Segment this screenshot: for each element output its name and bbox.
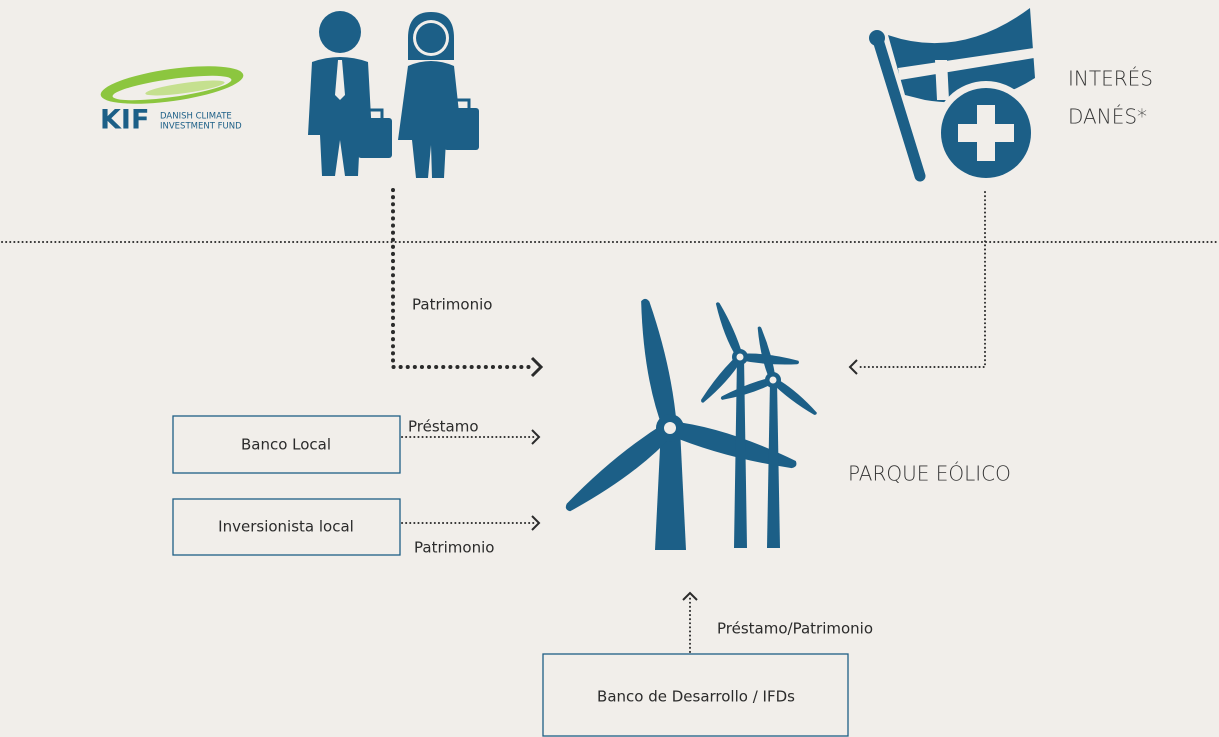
node-label: Inversionista local: [218, 518, 354, 536]
edge-line: [857, 191, 986, 368]
arrow-head: [682, 591, 698, 601]
arrow-head: [531, 429, 541, 445]
edge-label: Préstamo/Patrimonio: [717, 620, 873, 638]
danish-interest-label: INTERÉS: [1068, 67, 1153, 91]
edge-label: Patrimonio: [412, 296, 492, 314]
node-label: Banco Local: [241, 436, 331, 454]
node-box: [172, 415, 401, 474]
node-label: Banco de Desarrollo / IFDs: [597, 688, 795, 706]
wind-turbines-icon: [560, 297, 820, 550]
logo-name: KIF: [100, 105, 149, 136]
logo-subtitle: DANISH CLIMATE: [160, 112, 232, 122]
edge-label: Préstamo: [408, 418, 479, 436]
edge-label: Patrimonio: [414, 539, 494, 557]
node-box: [542, 653, 849, 737]
edge-line: [391, 188, 532, 369]
danish-interest-label: DANÉS*: [1068, 105, 1147, 129]
node-box: [172, 498, 401, 556]
logo-subtitle: INVESTMENT FUND: [160, 122, 242, 132]
arrow-head: [530, 356, 544, 378]
arrow-head: [531, 515, 541, 531]
kif-logo: KIF DANISH CLIMATE INVESTMENT FUND: [100, 66, 244, 136]
danish-flag-icon: [869, 8, 1038, 185]
investors-icon: [308, 11, 479, 178]
arrow-head: [848, 359, 858, 375]
center-label: PARQUE EÓLICO: [848, 462, 1011, 486]
